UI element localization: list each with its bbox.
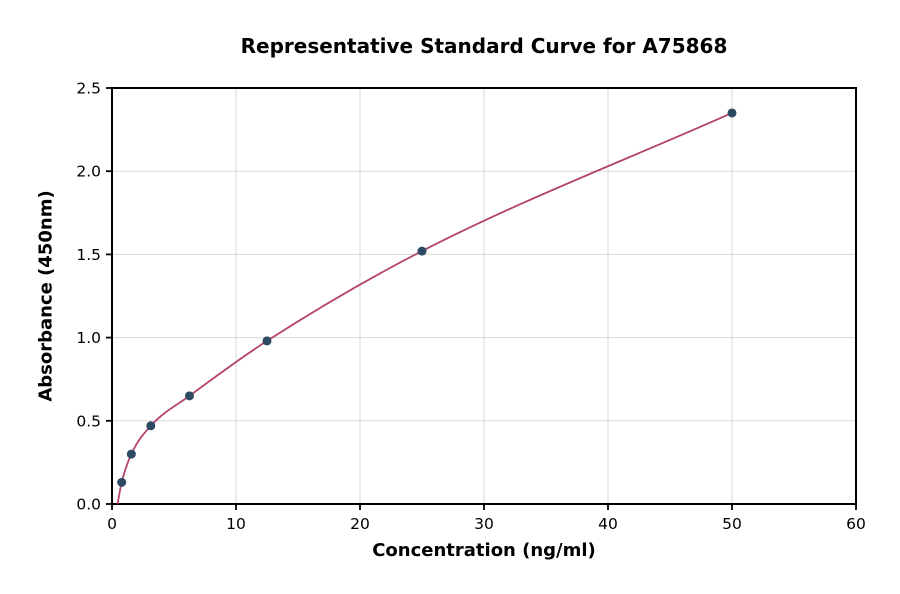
y-tick-label: 2.5 [76,80,101,98]
y-axis-label: Absorbance (450nm) [35,190,57,402]
y-tick-label: 2.0 [76,163,101,181]
data-point [417,246,427,256]
x-tick-label: 60 [846,515,866,533]
x-tick-label: 40 [598,515,618,533]
data-point [185,391,194,401]
x-tick-label: 20 [350,515,370,533]
y-tick-label: 0.5 [76,412,101,430]
data-point [727,108,737,118]
data-point [126,449,136,459]
y-tick-label: 0.0 [76,496,101,514]
data-point [117,477,127,487]
x-tick-label: 0 [107,515,117,533]
x-tick-label: 30 [474,515,494,533]
y-tick-label: 1.5 [76,246,101,264]
x-axis-label: Concentration (ng/ml) [372,540,596,561]
data-point [262,336,272,346]
x-tick-label: 10 [226,515,246,533]
x-tick-label: 50 [722,515,742,533]
fit-curve [116,112,733,505]
chart-title: Representative Standard Curve for A75868 [240,34,728,58]
y-tick-label: 1.0 [76,329,101,347]
data-point [146,421,156,431]
